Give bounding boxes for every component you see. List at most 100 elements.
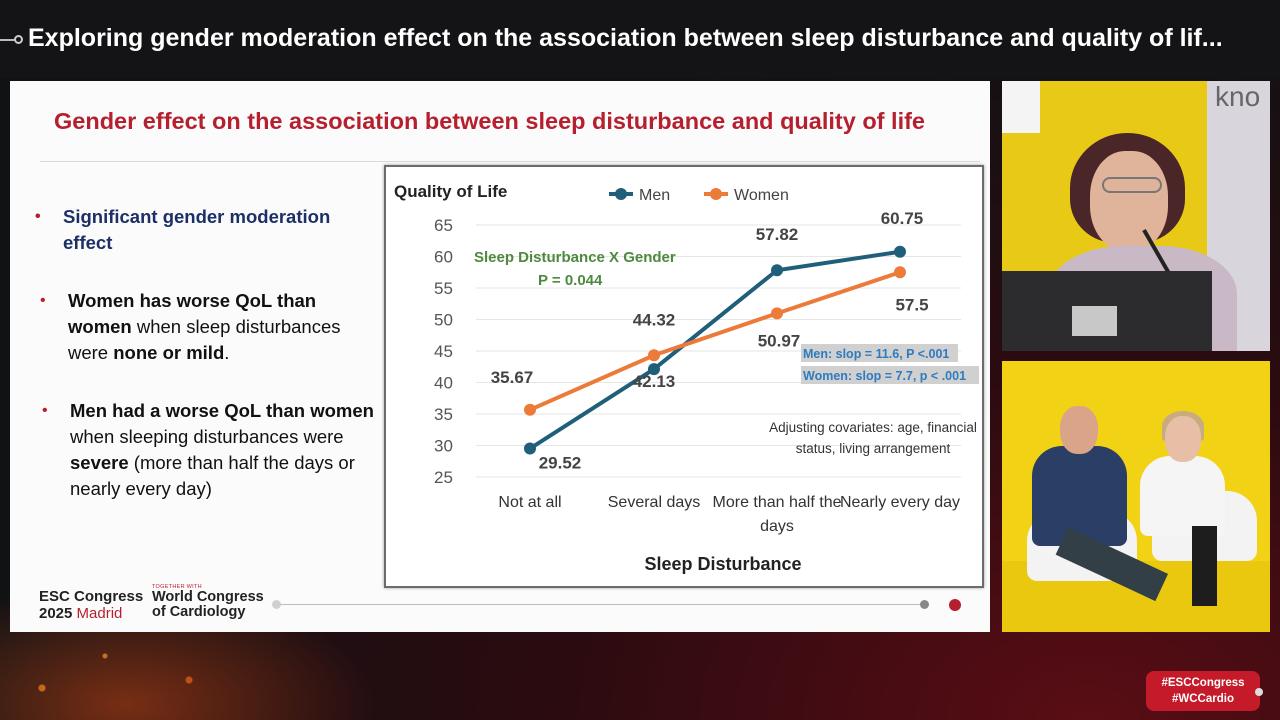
panel-camera-feed [1002,361,1270,632]
bullet-2-segment: Women has worse QoL than women [68,290,317,337]
bullet-mark: • [35,208,41,225]
camera-white-panel [1002,81,1040,133]
podium-box [1072,306,1117,336]
slide-divider [40,161,980,162]
camera-wall-text: kno [1215,81,1261,112]
x-tick-label: Several days [608,494,701,511]
x-tick-label: Nearly every day [840,494,960,511]
y-tick-label: 35 [434,405,453,424]
data-point [771,307,783,320]
data-point [524,403,536,416]
esc-year: 2025 [39,605,73,622]
data-point [648,363,660,376]
esc-congress-text: ESC Congress [39,588,144,605]
data-point [771,264,783,277]
data-label: 44.32 [633,310,676,329]
world-congress-logo: TOGETHER WITH World Congress of Cardiolo… [152,584,264,620]
panelist-woman-head [1165,416,1201,462]
covariates-annotation-line1: Adjusting covariates: age, financial [769,420,977,435]
data-point [894,266,906,279]
covariates-annotation-line2: status, living arrangement [796,441,951,456]
y-tick-label: 55 [434,279,453,298]
esc-city: Madrid [76,605,123,622]
video-title: Exploring gender moderation effect on th… [28,24,1223,52]
bullet-2-segment: . [224,342,230,363]
y-axis-title: Quality of Life [394,182,507,201]
timeline-line [0,39,18,41]
data-label: 29.52 [539,454,582,473]
timeline-dot[interactable] [14,35,23,44]
data-point [524,442,536,455]
bullet-1: • Significant gender moderation effect [35,204,363,256]
legend-swatch-marker [615,188,627,200]
hashtag-wc: #WCCardio [1172,693,1234,705]
data-label: 57.82 [756,225,799,244]
legend-swatch-marker [710,188,722,200]
data-point [894,245,906,258]
y-tick-label: 30 [434,437,453,456]
series-line [529,270,901,412]
bullet-2-segment: none or mild [113,342,225,363]
hashtag-esc: #ESCCongress [1161,677,1245,689]
series-line [528,249,901,451]
bullet-3-text: Men had a worse QoL than women when slee… [70,400,374,499]
p-value-annotation: P = 0.044 [538,272,603,289]
men-slope-annotation: Men: slop = 11.6, P <.001 [803,347,949,361]
x-axis-title: Sleep Disturbance [644,554,801,574]
line-chart: 65 60 55 50 45 40 35 30 25 Quality of Life Men Wome… [384,165,984,588]
x-tick-label: Not at all [498,494,561,511]
bullet-2: • Women has worse QoL than women when sl… [40,288,368,366]
panelist-man-head [1060,406,1098,454]
bullet-3: • Men had a worse QoL than women when sl… [42,398,375,502]
data-label: 57.5 [895,295,928,314]
wc-line-1: World Congress [152,589,264,605]
data-point [648,349,660,362]
progress-end-knob[interactable] [920,600,929,609]
progress-current-dot[interactable] [949,599,961,611]
video-title-bar: Exploring gender moderation effect on th… [0,0,1280,78]
panelist-woman [1140,456,1225,536]
speaker-camera-feed: kno [1002,81,1270,351]
together-with-text: TOGETHER WITH [152,584,202,590]
legend-label: Women [734,187,789,204]
slide-title: Gender effect on the association between… [54,108,925,134]
interaction-annotation: Sleep Disturbance X Gender [474,249,676,266]
bullet-1-segment: Significant gender moderation effect [63,206,331,253]
hashtag-badge: #ESCCongress #WCCardio [1146,671,1260,711]
y-tick-label: 45 [434,342,453,361]
data-label: 42.13 [633,372,676,391]
men-slope-background [801,344,958,362]
bullet-1-text: Significant gender moderation effect [63,206,330,253]
esc-year-city: 2025 Madrid [39,605,143,622]
data-label: 50.97 [758,331,801,350]
esc-congress-logo: ESC Congress 2025 Madrid [39,588,144,623]
women-slope-background [801,366,979,384]
bullet-2-text: Women has worse QoL than women when slee… [68,290,341,363]
bullet-3-segment: (more than half the days or nearly every… [70,452,355,499]
progress-start-knob[interactable] [272,600,281,609]
y-tick-label: 50 [434,311,453,330]
bullet-2-segment: when sleep disturbances were [68,316,341,363]
panelist-man [1032,446,1127,546]
y-tick-label: 60 [434,248,453,267]
bullet-mark: • [42,402,48,419]
speaker-glasses [1102,177,1162,193]
data-label: 35.67 [491,368,534,387]
bullet-mark: • [40,292,46,309]
bullet-3-segment: when sleeping disturbances were [70,426,344,447]
bullet-3-segment: Men had a worse QoL than women [70,400,374,421]
y-tick-label: 25 [434,468,453,487]
women-slope-annotation: Women: slop = 7.7, p < .001 [803,369,966,383]
legend-label: Men [639,187,670,204]
y-tick-label: 65 [434,216,453,235]
speaker-face [1090,151,1168,251]
panelist-woman-legs [1192,526,1217,606]
chart-svg: 65 60 55 50 45 40 35 30 25 Quality of Life Men Wome… [394,182,979,574]
data-label: 60.75 [881,209,924,228]
x-tick-label: More than half the days [713,494,842,535]
wc-line-2: of Cardiology [152,604,246,620]
slide-progress-bar[interactable] [272,600,929,609]
y-tick-label: 40 [434,374,453,393]
presentation-slide: Gender effect on the association between… [10,81,990,632]
bullet-3-segment: severe [70,452,129,473]
